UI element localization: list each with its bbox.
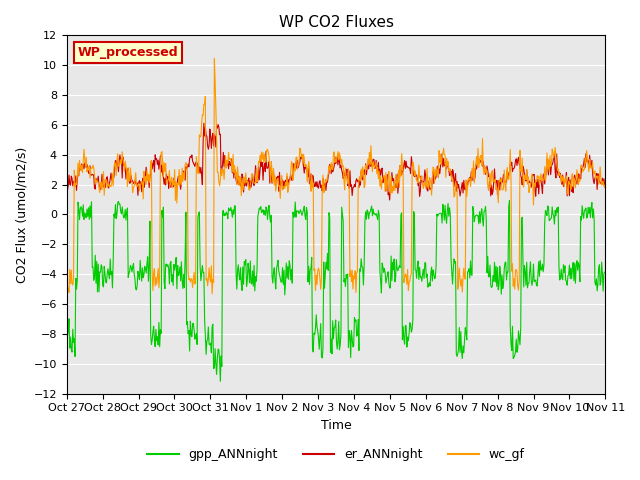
Legend: gpp_ANNnight, er_ANNnight, wc_gf: gpp_ANNnight, er_ANNnight, wc_gf (142, 443, 530, 466)
wc_gf (211, 56, 218, 61)
gpp_ANNnight (403, 323, 410, 329)
X-axis label: Time: Time (321, 419, 351, 432)
wc_gf (419, 181, 426, 187)
gpp_ANNnight (183, 322, 191, 327)
gpp_ANNnight (216, 378, 224, 384)
er_ANNnight (128, 179, 136, 184)
Line: wc_gf: wc_gf (67, 59, 605, 294)
Y-axis label: CO2 Flux (umol/m2/s): CO2 Flux (umol/m2/s) (15, 146, 28, 283)
er_ANNnight (63, 179, 70, 184)
gpp_ANNnight (73, 286, 81, 292)
wc_gf (212, 133, 220, 139)
er_ANNnight (183, 165, 191, 171)
Text: WP_processed: WP_processed (77, 46, 178, 59)
wc_gf (602, 180, 609, 186)
gpp_ANNnight (63, 326, 70, 332)
wc_gf (63, 278, 70, 284)
er_ANNnight (403, 164, 411, 170)
gpp_ANNnight (506, 198, 513, 204)
Title: WP CO2 Fluxes: WP CO2 Fluxes (278, 15, 394, 30)
wc_gf (73, 181, 81, 187)
er_ANNnight (602, 180, 609, 185)
gpp_ANNnight (602, 269, 609, 275)
gpp_ANNnight (418, 278, 426, 284)
wc_gf (403, 281, 411, 287)
wc_gf (183, 161, 191, 167)
Line: er_ANNnight: er_ANNnight (67, 123, 605, 200)
wc_gf (208, 291, 216, 297)
er_ANNnight (419, 181, 426, 187)
er_ANNnight (73, 188, 81, 193)
gpp_ANNnight (211, 346, 219, 351)
er_ANNnight (212, 144, 220, 150)
gpp_ANNnight (128, 269, 136, 275)
Line: gpp_ANNnight: gpp_ANNnight (67, 201, 605, 381)
er_ANNnight (386, 197, 394, 203)
er_ANNnight (200, 120, 208, 126)
wc_gf (128, 179, 136, 184)
